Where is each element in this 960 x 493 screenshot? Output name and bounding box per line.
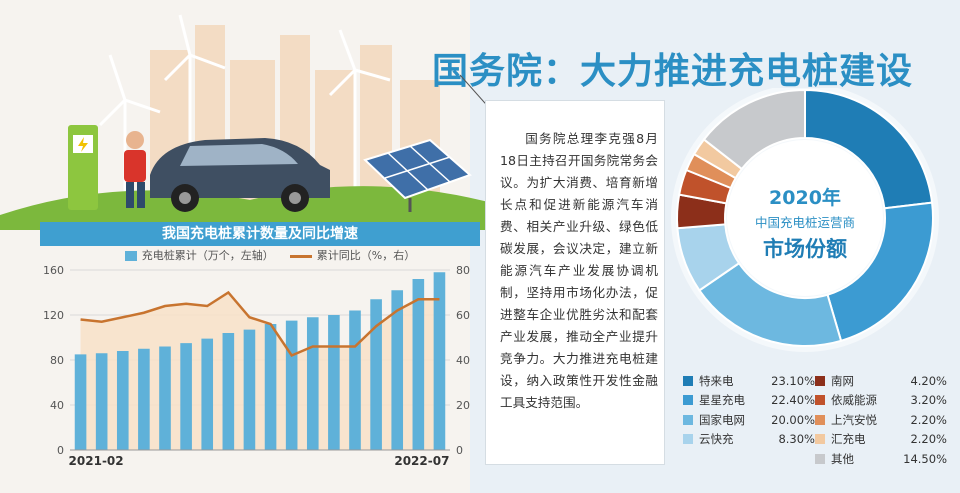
combo-chart-legend: 充电桩累计（万个，左轴） 累计同比（%，右） <box>60 247 480 263</box>
bar-cumulative-2021-07 <box>180 343 192 450</box>
x-tick-label-end: 2022-07 <box>394 454 449 468</box>
bar-cumulative-2021-08 <box>201 338 214 450</box>
legend-line-swatch <box>289 254 312 258</box>
bar-cumulative-2021-10 <box>243 329 256 450</box>
left-axis-tick-label: 80 <box>50 354 64 367</box>
donut-center-title: 2020年 中国充电桩运营商 市场份额 <box>745 183 865 263</box>
legend-line-entry: 累计同比（%，右） <box>289 247 416 263</box>
pie-legend-item-特来电: 特来电 23.10% <box>683 371 815 391</box>
pie-legend-item-云快充: 云快充 8.30% <box>683 430 815 450</box>
pie-legend-value: 3.20% <box>910 393 947 408</box>
pie-legend-swatch <box>815 375 825 386</box>
bar-cumulative-2021-03 <box>95 353 108 450</box>
left-axis-tick-label: 0 <box>57 444 64 457</box>
bar-cumulative-2021-02 <box>74 354 87 450</box>
pie-legend-item-星星充电: 星星充电 22.40% <box>683 391 815 411</box>
bar-cumulative-2022-01 <box>306 317 319 450</box>
article-panel <box>485 100 665 465</box>
pie-legend-swatch <box>815 395 825 406</box>
pie-legend-item-汇充电: 汇充电 2.20% <box>815 430 947 450</box>
pie-legend-swatch <box>683 375 693 386</box>
bar-cumulative-2022-07 <box>433 272 446 450</box>
pie-legend-item-其他: 其他 14.50% <box>815 449 947 469</box>
electric-car-icon <box>150 138 330 212</box>
donut-hole <box>727 140 883 296</box>
green-hills-icon <box>0 186 500 230</box>
bar-cumulative-2021-05 <box>138 348 150 450</box>
right-axis-tick-label: 80 <box>456 264 470 277</box>
left-axis-tick-label: 120 <box>43 309 64 322</box>
legend-bar-entry: 充电桩累计（万个，左轴） <box>124 247 274 263</box>
solar-panel-icon <box>363 138 472 212</box>
right-axis-tick-label: 40 <box>456 354 470 367</box>
pie-legend-item-上汽安悦: 上汽安悦 2.20% <box>815 410 947 430</box>
bar-cumulative-2022-04 <box>370 299 382 450</box>
combo-chart-title: 我国充电桩累计数量及同比增速 <box>40 222 480 246</box>
pie-legend-value: 8.30% <box>778 432 815 447</box>
x-tick-label-start: 2021-02 <box>69 454 124 468</box>
pie-legend-swatch <box>815 453 825 464</box>
pie-legend-name: 星星充电 <box>699 393 745 408</box>
donut-year: 2020年 <box>769 187 841 209</box>
ev-charging-illustration <box>0 14 500 230</box>
bar-cumulative-2022-02 <box>328 315 340 450</box>
bar-cumulative-2021-11 <box>264 324 277 450</box>
yoy-line <box>80 290 440 358</box>
donut-subtitle: 中国充电桩运营商 <box>754 215 855 230</box>
pie-legend-value: 14.50% <box>903 451 947 466</box>
pie-legend-swatch <box>815 414 825 425</box>
market-share-donut-chart <box>671 88 939 352</box>
pie-legend-value: 23.10% <box>771 373 815 388</box>
charging-pile-combo-chart: 0 40 80 120 160 0 20 40 60 80 2021-02 2022-07 <box>43 264 470 468</box>
yoy-area <box>80 292 440 450</box>
pie-legend-name: 汇充电 <box>831 432 866 447</box>
page-headline: 国务院：大力推进充电桩建设 <box>432 51 914 92</box>
legend-bar-label: 充电桩累计（万个，左轴） <box>141 249 274 262</box>
left-axis-tick-label: 160 <box>43 264 64 277</box>
pie-legend-value: 20.00% <box>771 412 815 427</box>
pie-legend-swatch <box>683 434 693 445</box>
pie-legend-item-国家电网: 国家电网 20.00% <box>683 410 815 430</box>
pie-legend-swatch <box>683 414 693 425</box>
pie-legend-name: 特来电 <box>699 373 734 388</box>
pie-legend-value: 4.20% <box>910 373 947 388</box>
pie-legend-name: 上汽安悦 <box>831 412 877 427</box>
right-axis-tick-label: 60 <box>456 309 470 322</box>
left-axis-tick-label: 40 <box>50 399 64 412</box>
legend-bar-swatch <box>124 251 137 261</box>
right-axis-tick-label: 0 <box>456 444 463 457</box>
right-axis-tick-label: 20 <box>456 399 470 412</box>
bar-cumulative-2021-09 <box>222 333 235 450</box>
pie-legend-item-依威能源: 依威能源 3.20% <box>815 391 947 411</box>
donut-slice-其他 <box>702 88 806 171</box>
pie-legend-value: 22.40% <box>771 393 815 408</box>
pie-legend-column-left: 特来电 23.10% 星星充电 22.40% 国家电网 20.00% 云快充 8.30% <box>683 371 815 449</box>
pie-legend-value: 2.20% <box>910 432 947 447</box>
bar-cumulative-2022-03 <box>349 310 361 450</box>
wind-turbine-icon <box>98 14 391 210</box>
person-icon <box>124 131 146 208</box>
legend-line-label: 累计同比（%，右） <box>316 249 416 262</box>
pie-legend-swatch <box>815 434 825 445</box>
pie-legend-name: 国家电网 <box>699 412 745 427</box>
bar-cumulative-2021-12 <box>285 320 298 450</box>
article-text: 国务院总理李克强8月18日主持召开国务院常务会议。为扩大消费、培育新增长点和促进… <box>500 131 658 410</box>
pie-legend-name: 依威能源 <box>831 393 877 408</box>
bar-cumulative-2021-06 <box>159 346 171 450</box>
bar-cumulative-2022-05 <box>391 290 404 450</box>
bar-cumulative-2021-04 <box>116 351 129 450</box>
bar-cumulative-2022-06 <box>412 279 425 450</box>
pie-legend-name: 南网 <box>831 373 854 388</box>
pie-legend-column-right: 南网 4.20% 依威能源 3.20% 上汽安悦 2.20% 汇充电 2.20% 其他 14.50… <box>815 371 947 469</box>
pie-legend-name: 其他 <box>831 451 854 466</box>
pie-legend-swatch <box>683 395 693 406</box>
pie-legend-name: 云快充 <box>699 432 734 447</box>
pie-legend-value: 2.20% <box>910 412 947 427</box>
charging-station-icon <box>68 125 98 210</box>
pie-legend-item-南网: 南网 4.20% <box>815 371 947 391</box>
donut-main-title: 市场份额 <box>763 237 847 261</box>
